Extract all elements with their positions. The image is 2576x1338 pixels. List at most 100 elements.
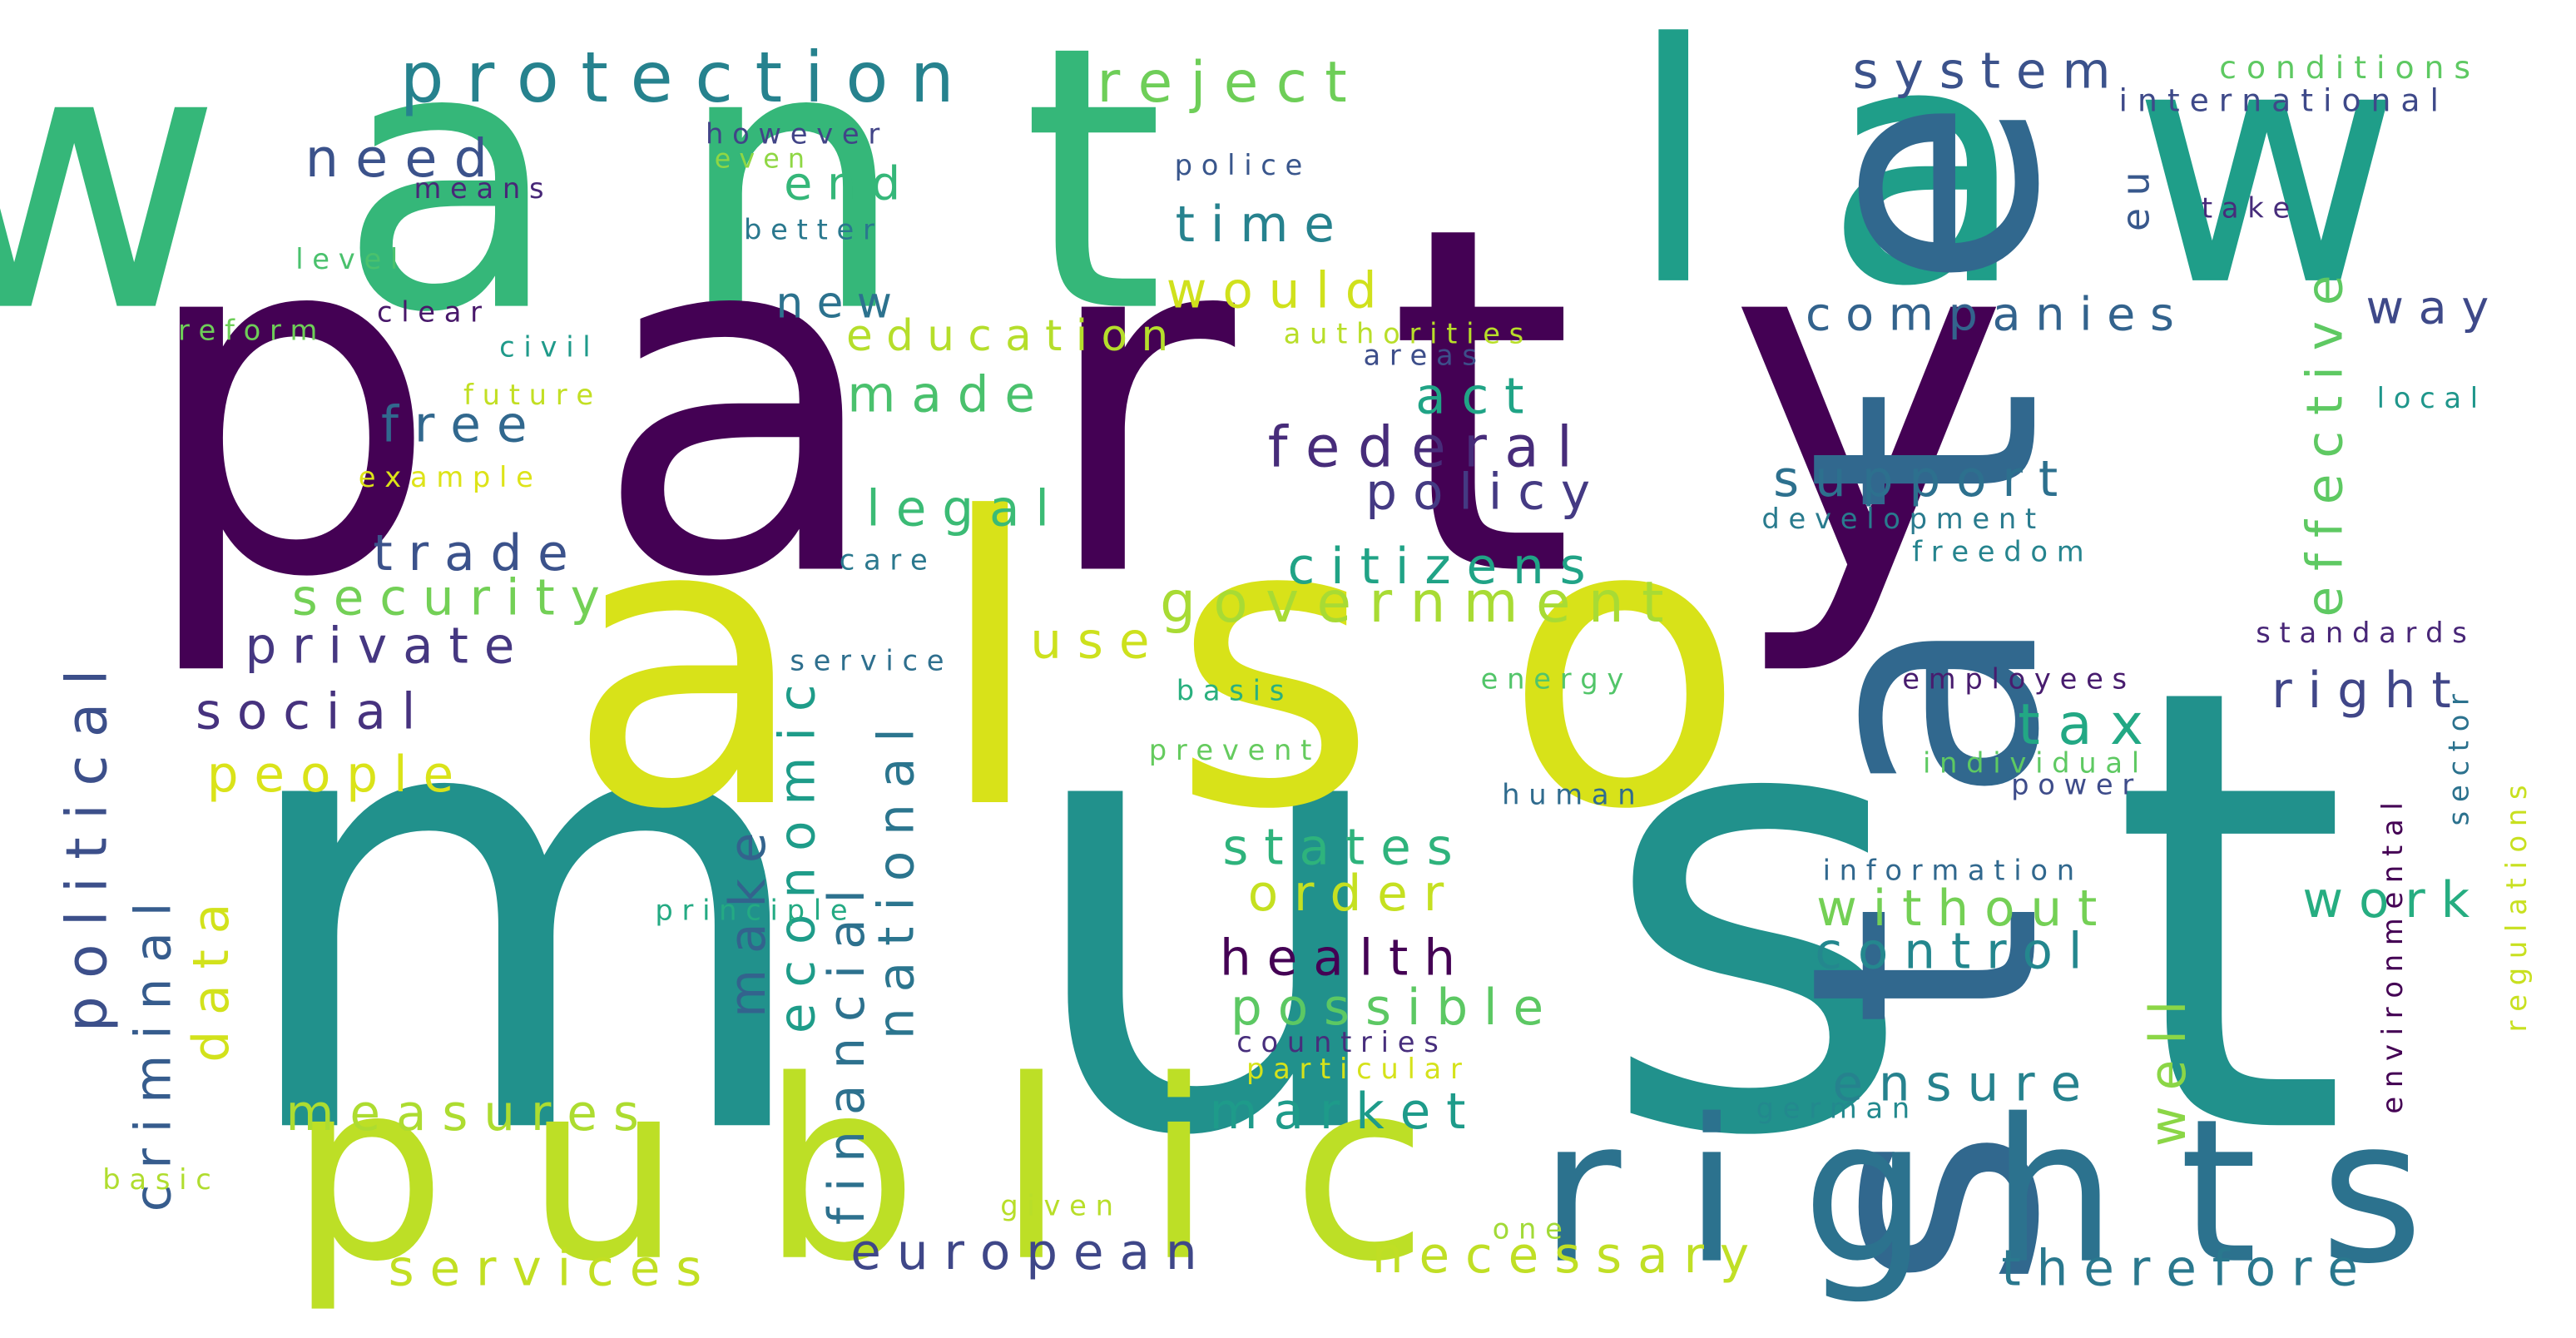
word-legal: l e g a l	[866, 481, 1049, 538]
word-international: i n t e r n a t i o n a l	[2119, 82, 2439, 119]
word-means: m e a n s	[414, 172, 543, 205]
word-free: f r e e	[381, 396, 527, 453]
word-made: m a d e	[847, 367, 1035, 424]
word-government: g o v e r n m e n t	[1160, 569, 1663, 635]
word-end: e n d	[784, 156, 900, 211]
word-even: e v e n	[715, 145, 805, 175]
word-therefore: t h e r e f o r e	[2001, 1241, 2358, 1298]
word-data: d a t a	[183, 904, 240, 1063]
word-principle: p r i n c i p l e	[655, 894, 847, 926]
word-particular: p a r t i c u l a r	[1246, 1053, 1462, 1085]
word-right: r i g h t	[2271, 662, 2451, 720]
word-basis: b a s i s	[1177, 674, 1284, 706]
word-support: s u p p o r t	[1773, 451, 2058, 508]
word-state: s t a t e	[1743, 97, 2108, 1291]
word-education: e d u c a t i o n	[846, 311, 1168, 361]
word-public: p u b l i c	[290, 1028, 1429, 1316]
word-new: n e w	[776, 278, 892, 328]
word-prevent: p r e v e n t	[1149, 734, 1312, 766]
word-need: n e e d	[305, 127, 488, 189]
word-well: w e l l	[2140, 1001, 2197, 1147]
word-information: i n f o r m a t i o n	[1823, 855, 2074, 887]
word-effective: e f f e c t i v e	[2296, 275, 2354, 617]
word-policy: p o l i c y	[1365, 464, 1590, 522]
word-social: s o c i a l	[196, 684, 415, 741]
word-however: h o w e v e r	[706, 117, 879, 150]
word-example: e x a m p l e	[359, 461, 533, 493]
word-health: h e a l t h	[1220, 929, 1455, 987]
word-use: u s e	[1030, 612, 1149, 670]
word-make: m a k e	[720, 833, 777, 1018]
word-take: t a k e	[2202, 192, 2290, 225]
word-energy: e n e r g y	[1481, 662, 1624, 695]
word-criminal: c r i m i n a l	[126, 903, 183, 1212]
word-citizens: c i t i z e n s	[1288, 538, 1586, 596]
word-level: l e v e l	[295, 243, 398, 275]
word-clear: c l e a r	[377, 296, 482, 329]
word-power: p o w e r	[2011, 768, 2133, 800]
word-control: c o n t r o l	[1815, 924, 2082, 981]
word-reform: r e f o r m	[178, 315, 317, 347]
word-better: b e t t e r	[744, 213, 874, 245]
word-companies: c o m p a n i e s	[1806, 287, 2174, 341]
word-german: g e r m a n	[1756, 1093, 1910, 1125]
word-freedom: f r e e d o m	[1912, 536, 2083, 568]
word-must: m u s t	[226, 558, 2349, 1270]
word-market: m a r k e t	[1210, 1083, 1466, 1141]
word-standards: s t a n d a r d s	[2256, 617, 2467, 649]
word-individual: i n d i v i d u a l	[1923, 747, 2139, 780]
word-environmental: e n v i r o n m e n t a l	[2376, 802, 2409, 1113]
word-eu: e u	[2114, 171, 2158, 231]
word-order: o r d e r	[1248, 865, 1444, 923]
word-areas: a r e a s	[1364, 339, 1477, 371]
word-system: s y s t e m	[1853, 42, 2111, 100]
word-also: a l s o	[566, 435, 1746, 896]
word-political: p o l i t i c a l	[54, 670, 120, 1033]
word-sector: s e c t o r	[2443, 694, 2475, 825]
word-states: s t a t e s	[1222, 819, 1452, 876]
word-act: a c t	[1415, 369, 1523, 426]
word-without: w i t h o u t	[1816, 880, 2097, 938]
word-tax: t a x	[2018, 691, 2143, 757]
word-rights: r i g h t s	[1539, 1078, 2423, 1308]
word-time: t i m e	[1176, 196, 1335, 254]
word-countries: c o u n t r i e s	[1236, 1026, 1439, 1058]
word-people: p e o p l e	[207, 746, 453, 804]
word-human: h u m a n	[1502, 778, 1636, 810]
word-want: w a n t	[0, 0, 1164, 392]
word-development: d e v e l o p m e n t	[1761, 503, 2036, 535]
word-future: f u t u r e	[463, 379, 593, 411]
word-would: w o u l d	[1167, 262, 1377, 320]
word-financial: f i n a n c i a l	[819, 890, 876, 1225]
word-possible: p o s s i b l e	[1231, 979, 1543, 1037]
word-measures: m e a s u r e s	[286, 1085, 639, 1142]
word-protection: p r o t e c t i o n	[400, 37, 954, 118]
word-federal: f e d e r a l	[1268, 414, 1573, 479]
word-way: w a y	[2366, 280, 2489, 334]
word-ensure: e n s u r e	[1832, 1055, 2081, 1113]
word-security: s e c u r i t y	[292, 570, 600, 627]
word-necessary: n e c e s s a r y	[1372, 1227, 1749, 1285]
word-civil: c i v i l	[499, 330, 591, 363]
word-care: c a r e	[840, 543, 928, 576]
word-local: l o c a l	[2377, 382, 2478, 414]
word-basic: b a s i c	[102, 1163, 211, 1196]
word-reject: r e j e c t	[1097, 49, 1346, 115]
word-law: l a w	[1627, 0, 2401, 359]
word-police: p o l i c e	[1175, 149, 1303, 181]
word-work: w o r k	[2302, 872, 2469, 929]
word-private: p r i v a t e	[245, 617, 514, 675]
word-conditions: c o n d i t i o n s	[2219, 49, 2470, 86]
word-regulations: r e g u l a t i o n s	[2500, 785, 2533, 1032]
word-services: s e r v i c e s	[389, 1241, 702, 1298]
word-party: p a r t y	[136, 124, 2011, 681]
word-economic: e c o n o m i c	[770, 684, 827, 1033]
word-given: g i v e n	[1000, 1190, 1113, 1222]
word-employees: e m p l o y e e s	[1902, 662, 2127, 695]
word-authorities: a u t h o r i t i e s	[1284, 317, 1524, 349]
word-one: o n e	[1493, 1212, 1563, 1245]
word-trade: t r a d e	[373, 525, 567, 582]
word-service: s e r v i c e	[790, 645, 944, 677]
